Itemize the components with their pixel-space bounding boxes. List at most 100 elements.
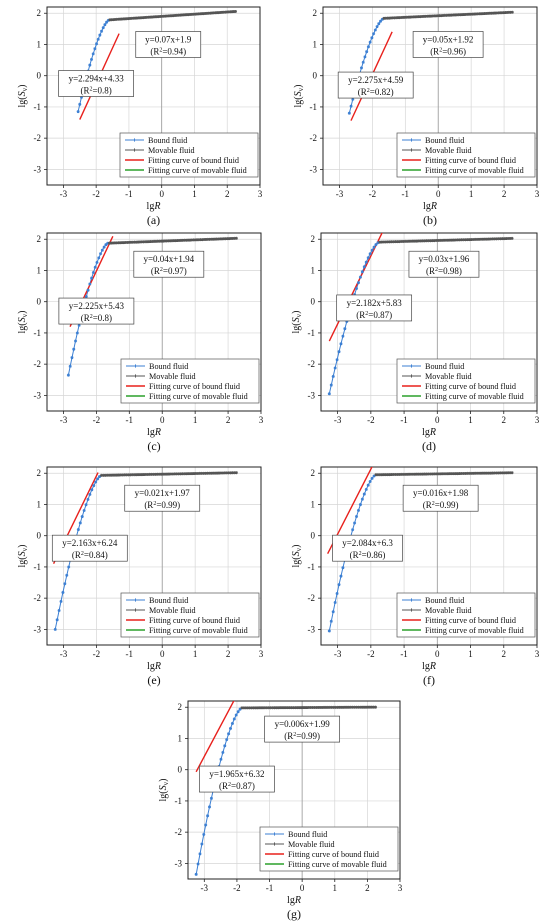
movable-fluid-point [295,706,299,710]
movable-fluid-point [460,238,464,242]
x-tick-label: 2 [502,189,507,199]
bound-fluid-point [101,26,105,30]
y-tick-label: -1 [34,328,42,338]
movable-fluid-point [343,705,347,709]
movable-fluid-point [428,239,432,243]
movable-fluid-point [158,14,162,18]
x-tick-label: -2 [92,189,100,199]
movable-fluid-point [399,240,403,244]
movable-fluid-point [341,705,345,709]
bound-fluid-point [333,601,337,605]
movable-fluid-point [246,706,250,710]
x-tick-label: -3 [60,189,68,199]
movable-fluid-point [213,11,217,15]
movable-fluid-point [401,239,405,243]
movable-fluid-point [423,472,427,476]
y-tick-label: 0 [37,71,42,81]
movable-fluid-point [465,471,469,475]
movable-fluid-point [339,705,343,709]
bound-fluid-point [59,599,63,603]
movable-fluid-point [403,472,407,476]
movable-fluid-point [195,12,199,16]
movable-fluid-point [183,13,187,17]
x-tick-label: 1 [469,189,474,199]
movable-fluid-point [212,11,216,15]
movable-fluid-point [272,706,276,710]
movable-fluid-point [472,12,476,16]
legend-marker [132,138,137,142]
fit-equation: y=2.294x+4.33 [69,74,125,84]
movable-fluid-point [155,472,159,476]
bound-fluid-point [372,245,376,249]
movable-fluid-point [200,12,204,16]
fit-annotation-box [408,250,480,278]
bound-fluid-point [57,608,61,612]
movable-fluid-point [413,239,417,243]
fit-equation: y=0.03x+1.96 [419,254,470,264]
movable-fluid-point [202,12,206,16]
movable-fluid-point [417,15,421,19]
movable-fluid-point [496,11,500,15]
movable-fluid-point [220,10,224,14]
movable-fluid-point [498,11,502,15]
movable-fluid-point [448,472,452,476]
movable-fluid-point [463,12,467,16]
movable-fluid-point [206,237,210,241]
movable-fluid-point [150,472,154,476]
movable-fluid-point [128,16,132,20]
x-tick-label: 2 [226,415,231,425]
bound-fluid-point [90,57,94,61]
movable-fluid-point [366,705,370,709]
movable-fluid-point [415,239,419,243]
movable-fluid-point [493,237,497,241]
bound-fluid-point [358,275,362,279]
movable-fluid-point [125,240,129,244]
movable-fluid-point [169,472,173,476]
movable-fluid-point [170,14,174,18]
movable-fluid-point [138,473,142,477]
legend-entry: Fitting curve of bound fluid [425,616,516,625]
bound-fluid-point [377,22,381,26]
movable-fluid-point [463,238,467,242]
x-tick-label: 0 [160,649,165,659]
movable-fluid-point [198,12,202,16]
movable-fluid-point [324,705,328,709]
x-tick-label: -3 [334,649,342,659]
movable-fluid-point [477,471,481,475]
movable-fluid-point [498,237,502,241]
movable-fluid-point [191,238,195,242]
movable-fluid-point [309,706,313,710]
movable-fluid-point [284,706,288,710]
y-axis-label: lg(Sv) [291,311,303,334]
movable-fluid-point [184,238,188,242]
bound-fluid-point [100,248,104,252]
x-tick-label: -3 [201,883,209,893]
y-tick-label: -1 [308,328,316,338]
bound-fluid-point [333,366,337,370]
legend-marker [132,148,137,152]
bound-fluid-point [84,503,88,507]
panel-label: (e) [147,673,160,687]
movable-fluid-point [307,706,311,710]
movable-fluid-point [265,706,269,710]
movable-fluid-point [347,705,351,709]
movable-fluid-point [495,471,499,475]
movable-fluid-point [232,471,236,475]
movable-fluid-point [203,11,207,15]
movable-fluid-point [415,15,419,19]
movable-fluid-point [205,11,209,15]
x-tick-label: -1 [400,415,408,425]
movable-fluid-point [109,473,113,477]
bound-fluid-point [363,55,367,59]
movable-fluid-point [130,473,134,477]
movable-fluid-point [208,11,212,15]
movable-fluid-point [405,472,409,476]
movable-fluid-point [378,240,382,244]
bound-fluid-point [361,60,365,64]
legend-entry: Movable fluid [148,146,195,155]
bound-fluid-point [92,484,96,488]
movable-fluid-point [405,15,409,19]
legend-marker [272,832,277,836]
movable-fluid-point [505,10,509,14]
movable-fluid-point [161,14,165,18]
